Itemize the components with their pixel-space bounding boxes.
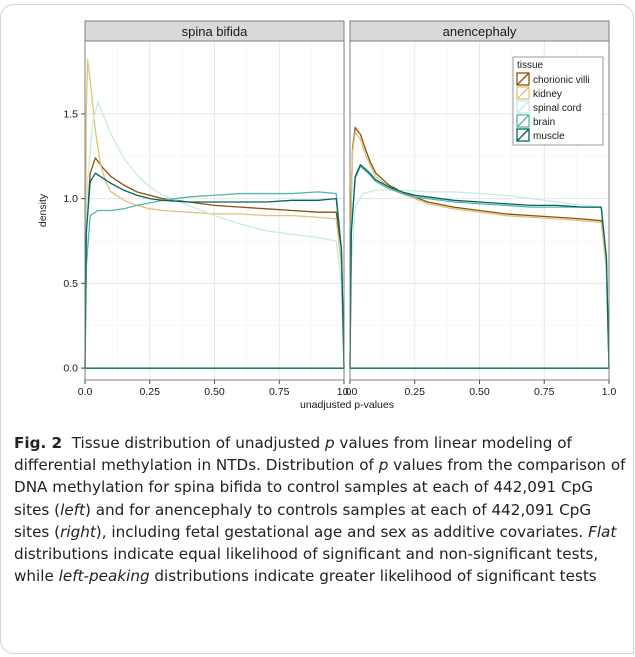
y-axis-title: density [37,193,49,227]
series-line-kidney [349,131,610,369]
caption-left-italic: left [60,500,85,519]
y-tick-label: 0.0 [63,363,78,375]
caption-flat-italic: Flat [588,522,617,541]
caption-right-italic: right [60,522,96,541]
caption-left-peaking-italic: left-peaking [58,567,150,586]
x-tick-label: 0.0 [343,386,358,398]
y-tick-label: 1.5 [63,108,78,120]
legend-key-slash [516,86,530,100]
panel-title: anencephaly [443,24,517,39]
legend-key-slash [516,72,530,86]
x-tick-label: 0.75 [534,386,555,398]
legend-title: tissue [517,60,544,71]
y-tick-label: 0.5 [63,278,78,290]
series-line-muscle [349,164,610,369]
legend-entry: brain [533,117,555,128]
x-tick-label: 0.25 [140,386,161,398]
caption-text-7: distributions indicate greater likelihoo… [149,567,597,586]
caption-text-2: values from linear modeling of different… [14,434,572,475]
x-tick-label: 1.0 [337,386,352,398]
figure-caption: Fig. 2 Tissue distribution of unadjusted… [14,432,626,587]
series-line-spinal-cord [84,101,345,369]
legend-entry: spinal cord [533,103,581,114]
series-line-chorionic-villi [349,126,610,369]
x-tick-label: 0.0 [78,386,93,398]
x-tick-label: 0.50 [204,386,225,398]
series-line-muscle [84,172,345,369]
caption-text-3: values from the comparison of DNA methyl… [14,456,626,519]
caption-text-4: ) and for anencephaly to controls sample… [14,500,592,541]
panel-title: spina bifida [182,24,249,39]
caption-text-5: ), including fetal gestational age and s… [95,522,589,541]
series-line-kidney [84,58,345,369]
x-tick-label: 0.75 [269,386,290,398]
legend-entry: kidney [533,89,562,100]
legend-key-slash [516,100,530,114]
x-tick-label: 0.25 [405,386,426,398]
y-tick-label: 1.0 [63,193,78,205]
x-tick-label: 0.50 [469,386,490,398]
legend: tissue chorionic villi kidney spinal cord br… [512,56,604,146]
caption-text-6: distributions indicate equal likelihood … [14,545,599,586]
legend-entry: chorionic villi [533,75,590,86]
caption-text-1: Tissue distribution of unadjusted [71,434,325,452]
x-tick-label: 1.0 [602,386,617,398]
legend-entry: muscle [533,131,565,142]
legend-key-slash [516,114,530,128]
density-chart: spina bifida 0.0 0.25 0.50 0.75 1.0 anencephal… [37,20,617,411]
panel-0: spina bifida 0.0 0.25 0.50 0.75 1.0 [78,20,352,398]
figure-label: Fig. 2 [14,434,63,452]
caption-p-italic-1: p [324,434,335,452]
x-axis-title: unadjusted p-values [300,399,394,411]
caption-p-italic-2: p [378,456,389,475]
legend-key-slash [516,128,530,142]
